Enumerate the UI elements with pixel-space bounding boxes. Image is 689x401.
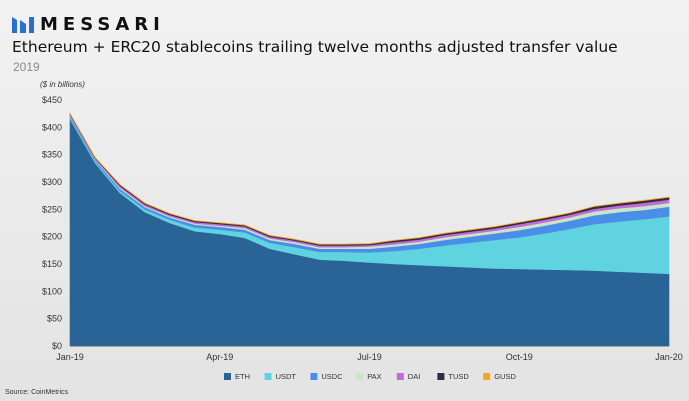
- brand-name: MESSARI: [40, 14, 165, 35]
- area-series-gusd: [69, 112, 670, 245]
- brand: MESSARI: [12, 14, 165, 35]
- messari-logo-icon: [12, 16, 34, 33]
- legend-label-pax: PAX: [367, 372, 381, 381]
- x-tick-label: Jan-19: [56, 352, 84, 362]
- y-tick-label: $200: [42, 232, 62, 242]
- legend-label-dai: DAI: [408, 372, 421, 381]
- y-tick-label: $0: [52, 341, 62, 351]
- legend-swatch-usdc: [310, 373, 318, 380]
- legend-swatch-tusd: [437, 373, 445, 380]
- x-tick-label: Jul-19: [357, 352, 382, 362]
- legend-swatch-usdt: [264, 373, 272, 380]
- y-tick-label: $300: [42, 177, 62, 187]
- source-note: Source: CoinMetrics: [5, 389, 69, 396]
- legend-label-tusd: TUSD: [448, 372, 469, 381]
- y-tick-label: $100: [42, 286, 62, 296]
- legend-swatch-eth: [224, 373, 231, 380]
- legend-label-gusd: GUSD: [494, 372, 516, 381]
- y-tick-label: $250: [42, 204, 62, 214]
- x-tick-label: Apr-19: [206, 352, 233, 362]
- legend-label-usdc: USDC: [321, 372, 343, 381]
- y-tick-label: $150: [42, 259, 62, 269]
- x-tick-label: Jan-20: [655, 352, 683, 362]
- y-tick-label: $400: [42, 122, 62, 132]
- chart-title: Ethereum + ERC20 stablecoins trailing tw…: [12, 38, 618, 56]
- y-axis-unit-label: ($ in billions): [40, 80, 85, 89]
- legend-swatch-gusd: [483, 373, 491, 380]
- legend-label-usdt: USDT: [276, 372, 297, 381]
- y-tick-label: $450: [42, 95, 62, 105]
- x-tick-label: Oct-19: [506, 352, 533, 362]
- legend-swatch-dai: [396, 373, 404, 380]
- y-tick-label: $350: [42, 150, 62, 160]
- y-tick-label: $50: [47, 314, 62, 324]
- chart-subtitle: 2019: [13, 60, 40, 74]
- legend-label-eth: ETH: [235, 372, 250, 381]
- legend-swatch-pax: [356, 373, 364, 380]
